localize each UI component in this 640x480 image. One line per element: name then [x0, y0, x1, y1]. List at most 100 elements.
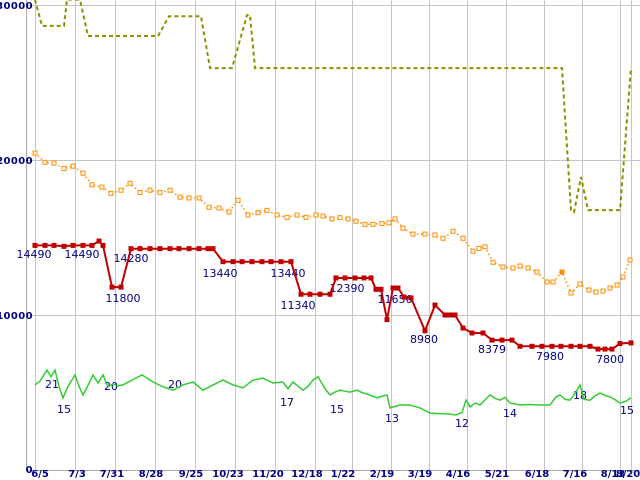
y-axis-labels: 30000 20000 10000 0	[0, 1, 33, 476]
red-price-line-marker	[327, 291, 333, 297]
x-tick-label: 9/25	[179, 469, 204, 480]
orange-dotted-line-marker	[620, 274, 626, 280]
red-price-line-marker	[390, 285, 396, 291]
x-tick-label: 12/18	[291, 469, 323, 480]
orange-dotted-line-marker	[70, 163, 76, 169]
orange-dotted-line-marker	[235, 197, 241, 203]
orange-dotted-line-marker	[525, 265, 531, 271]
green-count-line	[34, 368, 632, 416]
red-price-line-marker	[307, 291, 313, 297]
point-label-green: 15	[57, 403, 71, 416]
orange-dotted-line-marker	[42, 159, 48, 165]
red-price-line-marker	[452, 312, 458, 318]
red-price-line-marker	[167, 246, 173, 252]
x-tick-label: 10/23	[212, 469, 244, 480]
y-tick-label: 10000	[0, 311, 33, 322]
y-tick-label: 0	[26, 465, 33, 476]
x-tick-label: 6/18	[525, 469, 550, 480]
red-price-line-marker	[137, 246, 143, 252]
orange-dotted-line-marker	[362, 221, 368, 227]
red-price-line-marker	[205, 246, 211, 252]
red-price-line-marker	[408, 295, 414, 301]
orange-dotted-line-marker	[370, 221, 376, 227]
orange-dotted-line-marker	[593, 289, 599, 295]
x-tick-label: 6/5	[31, 469, 49, 480]
orange-dotted-line-marker	[255, 210, 261, 216]
orange-dotted-line-marker	[196, 195, 202, 201]
red-price-line-marker	[259, 259, 265, 265]
red-price-line-marker	[333, 275, 339, 281]
red-price-line-marker	[558, 343, 564, 349]
red-price-line-marker	[32, 242, 38, 248]
orange-dotted-line-marker	[432, 232, 438, 238]
red-price-line-marker	[89, 242, 95, 248]
point-label-green: 21	[45, 378, 59, 391]
red-price-line-marker	[489, 337, 495, 343]
orange-dotted-line-marker	[245, 212, 251, 218]
point-label-green: 12	[455, 417, 469, 430]
orange-dotted-line-marker	[147, 187, 153, 193]
orange-dotted-line-marker	[137, 190, 143, 196]
orange-dotted-line-marker	[177, 194, 183, 200]
orange-dotted-line-marker	[450, 228, 456, 234]
red-price-line-marker	[499, 337, 505, 343]
red-price-line-marker	[368, 275, 374, 281]
orange-dotted-line-marker	[422, 231, 428, 237]
orange-dotted-line-marker	[392, 216, 398, 222]
red-price-line-marker	[298, 291, 304, 297]
orange-dotted-line-marker	[226, 209, 232, 215]
x-tick-label: 5/21	[485, 469, 510, 480]
red-price-line-marker	[80, 242, 86, 248]
red-price-line-marker	[509, 337, 515, 343]
red-price-line-marker	[128, 246, 134, 252]
red-price-line-marker	[378, 286, 384, 292]
orange-dotted-line-marker	[127, 180, 133, 186]
red-price-line-marker	[239, 259, 245, 265]
red-price-line-marker	[109, 284, 115, 290]
orange-dotted-line-marker	[482, 244, 488, 250]
orange-dotted-line-marker	[108, 190, 114, 196]
orange-dotted-line-marker	[51, 160, 57, 166]
red-price-line-marker	[442, 312, 448, 318]
red-price-line-marker	[317, 291, 323, 297]
x-tick-label: 7/31	[100, 469, 125, 480]
orange-dotted-line-group	[32, 150, 633, 296]
point-label-red: 8379	[478, 343, 506, 356]
red-price-line-marker	[395, 285, 401, 291]
y-tick-label: 20000	[0, 156, 33, 167]
orange-dotted-line-marker	[284, 214, 290, 220]
red-price-line-marker	[422, 328, 428, 334]
red-price-line-marker	[220, 259, 226, 265]
point-label-red: 14490	[65, 248, 100, 261]
orange-dotted-line-marker	[517, 263, 523, 269]
red-price-line-marker	[100, 242, 106, 248]
orange-dotted-line-marker	[614, 282, 620, 288]
point-label-green: 15	[330, 403, 344, 416]
red-price-line-marker	[595, 346, 601, 352]
red-price-line-marker	[61, 243, 67, 249]
point-label-green: 20	[104, 380, 118, 393]
orange-dotted-line-marker	[410, 231, 416, 237]
orange-dotted-line-marker	[353, 218, 359, 224]
orange-dotted-line-marker	[627, 257, 633, 263]
red-price-line-marker	[278, 259, 284, 265]
red-price-line-marker	[288, 259, 294, 265]
red-price-line-marker	[118, 284, 124, 290]
red-price-line-marker	[628, 340, 634, 346]
red-price-line-marker	[529, 343, 535, 349]
red-price-line-marker	[196, 246, 202, 252]
red-price-line-marker	[549, 343, 555, 349]
red-price-line-marker	[268, 259, 274, 265]
point-label-red: 8980	[410, 333, 438, 346]
x-axis-labels: 6/5 7/3 7/31 8/28 9/25 10/23 11/20 12/18 1/22 2/1…	[31, 469, 640, 480]
orange-dotted-line-marker	[568, 290, 574, 296]
red-price-line-marker	[539, 343, 545, 349]
orange-dotted-line-marker	[320, 213, 326, 219]
orange-dotted-line-marker	[550, 279, 556, 285]
x-tick-label: 8/13	[601, 469, 626, 480]
red-price-line-marker	[230, 259, 236, 265]
x-tick-label: 4/16	[446, 469, 471, 480]
orange-dotted-line-marker	[470, 248, 476, 254]
